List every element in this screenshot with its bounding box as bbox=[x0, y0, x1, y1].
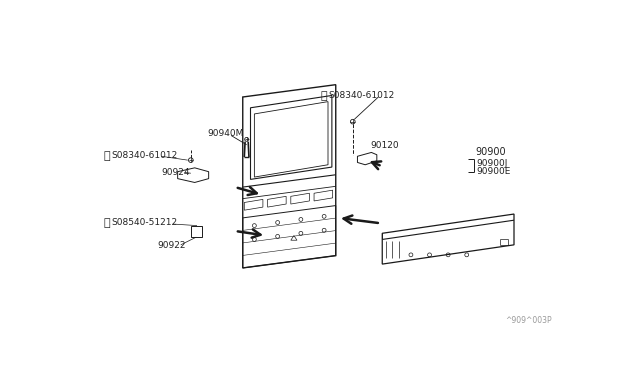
Text: S08340-61012: S08340-61012 bbox=[328, 91, 394, 100]
Text: S08540-51212: S08540-51212 bbox=[111, 218, 177, 227]
Text: 90924: 90924 bbox=[161, 168, 190, 177]
Text: 90900J: 90900J bbox=[477, 158, 508, 168]
Text: ^909^003P: ^909^003P bbox=[505, 316, 551, 325]
Text: Ⓢ: Ⓢ bbox=[320, 91, 327, 101]
Text: Ⓢ: Ⓢ bbox=[103, 218, 110, 228]
Text: 90940M: 90940M bbox=[208, 129, 244, 138]
Text: Ⓢ: Ⓢ bbox=[103, 151, 110, 161]
Text: 90900E: 90900E bbox=[477, 167, 511, 176]
Text: 90900: 90900 bbox=[476, 147, 506, 157]
Text: 90120: 90120 bbox=[371, 141, 399, 150]
Text: 90922: 90922 bbox=[157, 241, 186, 250]
Text: S08340-61012: S08340-61012 bbox=[111, 151, 177, 160]
